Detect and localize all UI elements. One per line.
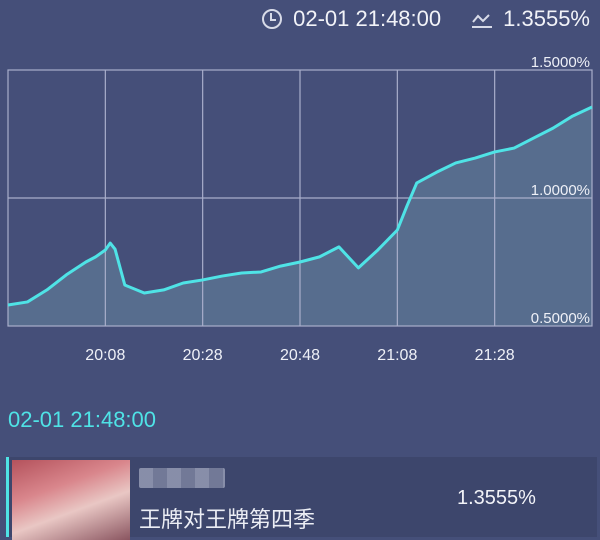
x-tick-label: 21:28	[475, 347, 515, 364]
program-thumbnail	[12, 460, 130, 540]
header: 02-01 21:48:00 1.3555%	[261, 6, 590, 32]
x-tick-label: 20:28	[183, 347, 223, 364]
series-line	[7, 105, 593, 307]
blurred-channel-name	[139, 468, 225, 488]
rating-chart[interactable]: 20:08 20:28 20:48 21:08 21:28 1.5000% 1.0000% 0…	[0, 55, 600, 375]
program-title: 王牌对王牌第四季	[139, 507, 316, 532]
x-tick-label: 20:48	[280, 347, 320, 364]
clock-icon	[262, 9, 283, 29]
y-tick-label: 1.5000%	[531, 55, 590, 71]
x-tick-label: 21:08	[377, 347, 417, 364]
program-card[interactable]: 王牌对王牌第四季 1.3555%	[6, 457, 597, 540]
y-tick-label: 1.0000%	[531, 182, 590, 199]
header-time: 02-01 21:48:00	[293, 6, 442, 31]
x-tick-label: 20:08	[85, 347, 125, 364]
header-value: 1.3555%	[503, 6, 590, 31]
selected-time: 02-01 21:48:00	[8, 407, 157, 432]
area-fill	[8, 107, 592, 326]
y-tick-label: 0.5000%	[531, 310, 590, 327]
program-value: 1.3555%	[457, 487, 536, 509]
trend-line-icon	[472, 14, 493, 28]
